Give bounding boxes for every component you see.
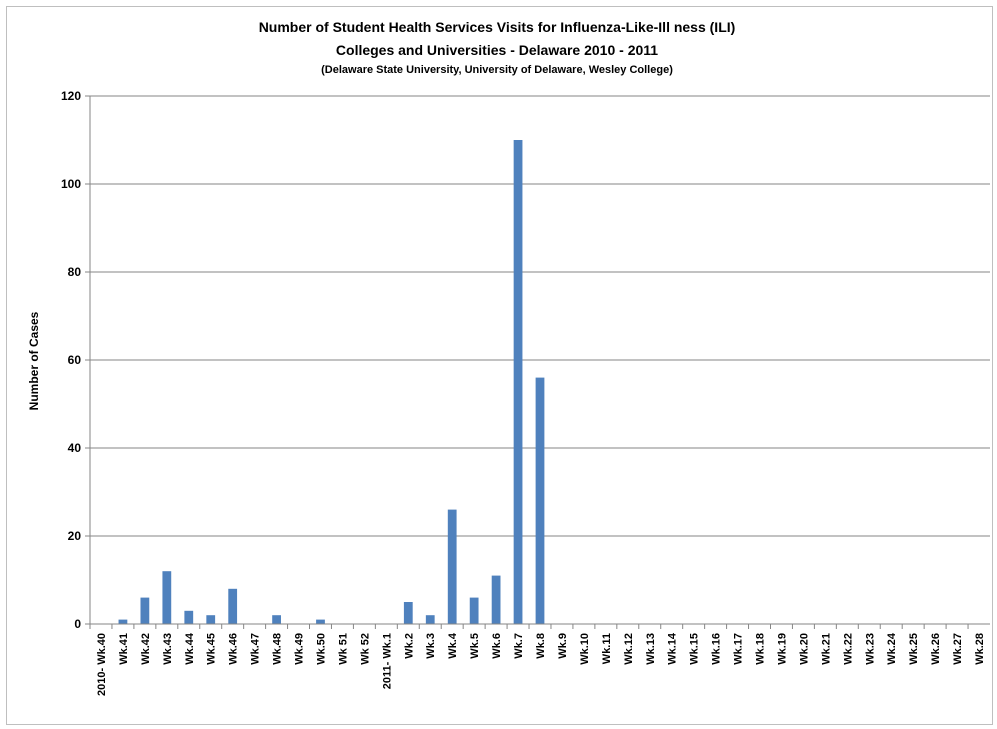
chart-title-line-2: Colleges and Universities - Delaware 201… (336, 42, 658, 58)
bar (272, 615, 281, 624)
x-tick-label: Wk.45 (206, 633, 218, 665)
y-tick-label: 120 (61, 89, 81, 103)
y-tick-label: 20 (68, 529, 82, 543)
x-tick-label: Wk.12 (623, 633, 635, 665)
x-tick-label: Wk.6 (491, 633, 503, 659)
x-tick-label: Wk.43 (162, 633, 174, 665)
x-tick-label: Wk.26 (930, 633, 942, 665)
x-tick-label: Wk.21 (820, 633, 832, 665)
x-tick-label: Wk.17 (733, 633, 745, 665)
chart-subtitle: (Delaware State University, University o… (321, 64, 673, 76)
x-tick-label: Wk.28 (974, 633, 986, 665)
x-tick-label: Wk.14 (667, 632, 679, 665)
bar (469, 597, 479, 624)
x-tick-label: Wk.24 (886, 632, 898, 665)
chart-title-line-1: Number of Student Health Services Visits… (259, 19, 736, 35)
x-tick-label: 2011- Wk.1 (381, 633, 393, 689)
x-tick-label: Wk.48 (272, 633, 284, 665)
x-tick-label: Wk.5 (469, 633, 481, 659)
bar (162, 571, 172, 624)
bar (403, 602, 413, 624)
bar (206, 615, 216, 624)
x-tick-label: Wk.46 (228, 633, 240, 665)
gridlines (90, 95, 990, 537)
x-tick-label: Wk.10 (579, 633, 591, 665)
bar (140, 597, 150, 624)
x-tick-label: Wk.18 (755, 633, 767, 665)
x-tick-label: Wk.20 (798, 633, 810, 665)
bar (228, 588, 238, 624)
x-tick-label: Wk.16 (711, 633, 723, 665)
x-tick-label: Wk.2 (403, 633, 415, 659)
x-tick-label: Wk.13 (645, 633, 657, 665)
x-tick-label: Wk.23 (864, 633, 876, 665)
bar (513, 140, 523, 624)
x-tick-label: Wk.22 (842, 633, 854, 665)
x-tick-label: Wk.8 (535, 633, 547, 659)
y-tick-label: 80 (68, 265, 82, 279)
bar (184, 610, 194, 624)
bar (425, 615, 435, 624)
x-tick-label: Wk.7 (513, 633, 525, 659)
y-tick-label: 0 (74, 617, 81, 631)
y-tick-label: 100 (61, 177, 81, 191)
x-tick-label: 2010- Wk.40 (96, 633, 108, 696)
x-axis-ticks: 2010- Wk.40 Wk.41 Wk.42 Wk.43 Wk.44 Wk.45 Wk.4… (89, 624, 986, 696)
x-tick-label: Wk.9 (557, 633, 569, 659)
x-tick-label: Wk 51 (337, 633, 349, 665)
y-tick-label: 60 (68, 353, 82, 367)
x-tick-label: Wk.15 (689, 633, 701, 665)
bar (118, 619, 128, 624)
x-tick-label: Wk.42 (140, 633, 152, 665)
x-tick-label: Wk.41 (118, 633, 130, 665)
bar (535, 377, 545, 624)
bar (491, 575, 501, 624)
bar (316, 619, 325, 624)
y-axis-label: Number of Cases (27, 311, 41, 410)
x-tick-label: Wk.3 (425, 633, 437, 659)
x-tick-label: Wk.50 (315, 633, 327, 665)
y-axis-ticks: 0 20 40 60 80 100 120 (61, 89, 90, 631)
x-tick-label: Wk.25 (908, 633, 920, 665)
bars (118, 140, 545, 624)
chart-title: Number of Student Health Services Visits… (259, 19, 736, 76)
x-tick-label: Wk.44 (184, 632, 196, 665)
axes (89, 96, 990, 625)
x-tick-label: Wk.4 (447, 632, 459, 659)
x-tick-label: Wk.47 (250, 633, 262, 665)
x-tick-label: Wk.19 (776, 633, 788, 665)
y-tick-label: 40 (68, 441, 82, 455)
x-tick-label: Wk.49 (294, 633, 306, 665)
bar (447, 509, 457, 624)
x-tick-label: Wk 52 (359, 633, 371, 665)
x-tick-label: Wk.27 (952, 633, 964, 665)
x-tick-label: Wk.11 (601, 633, 613, 664)
